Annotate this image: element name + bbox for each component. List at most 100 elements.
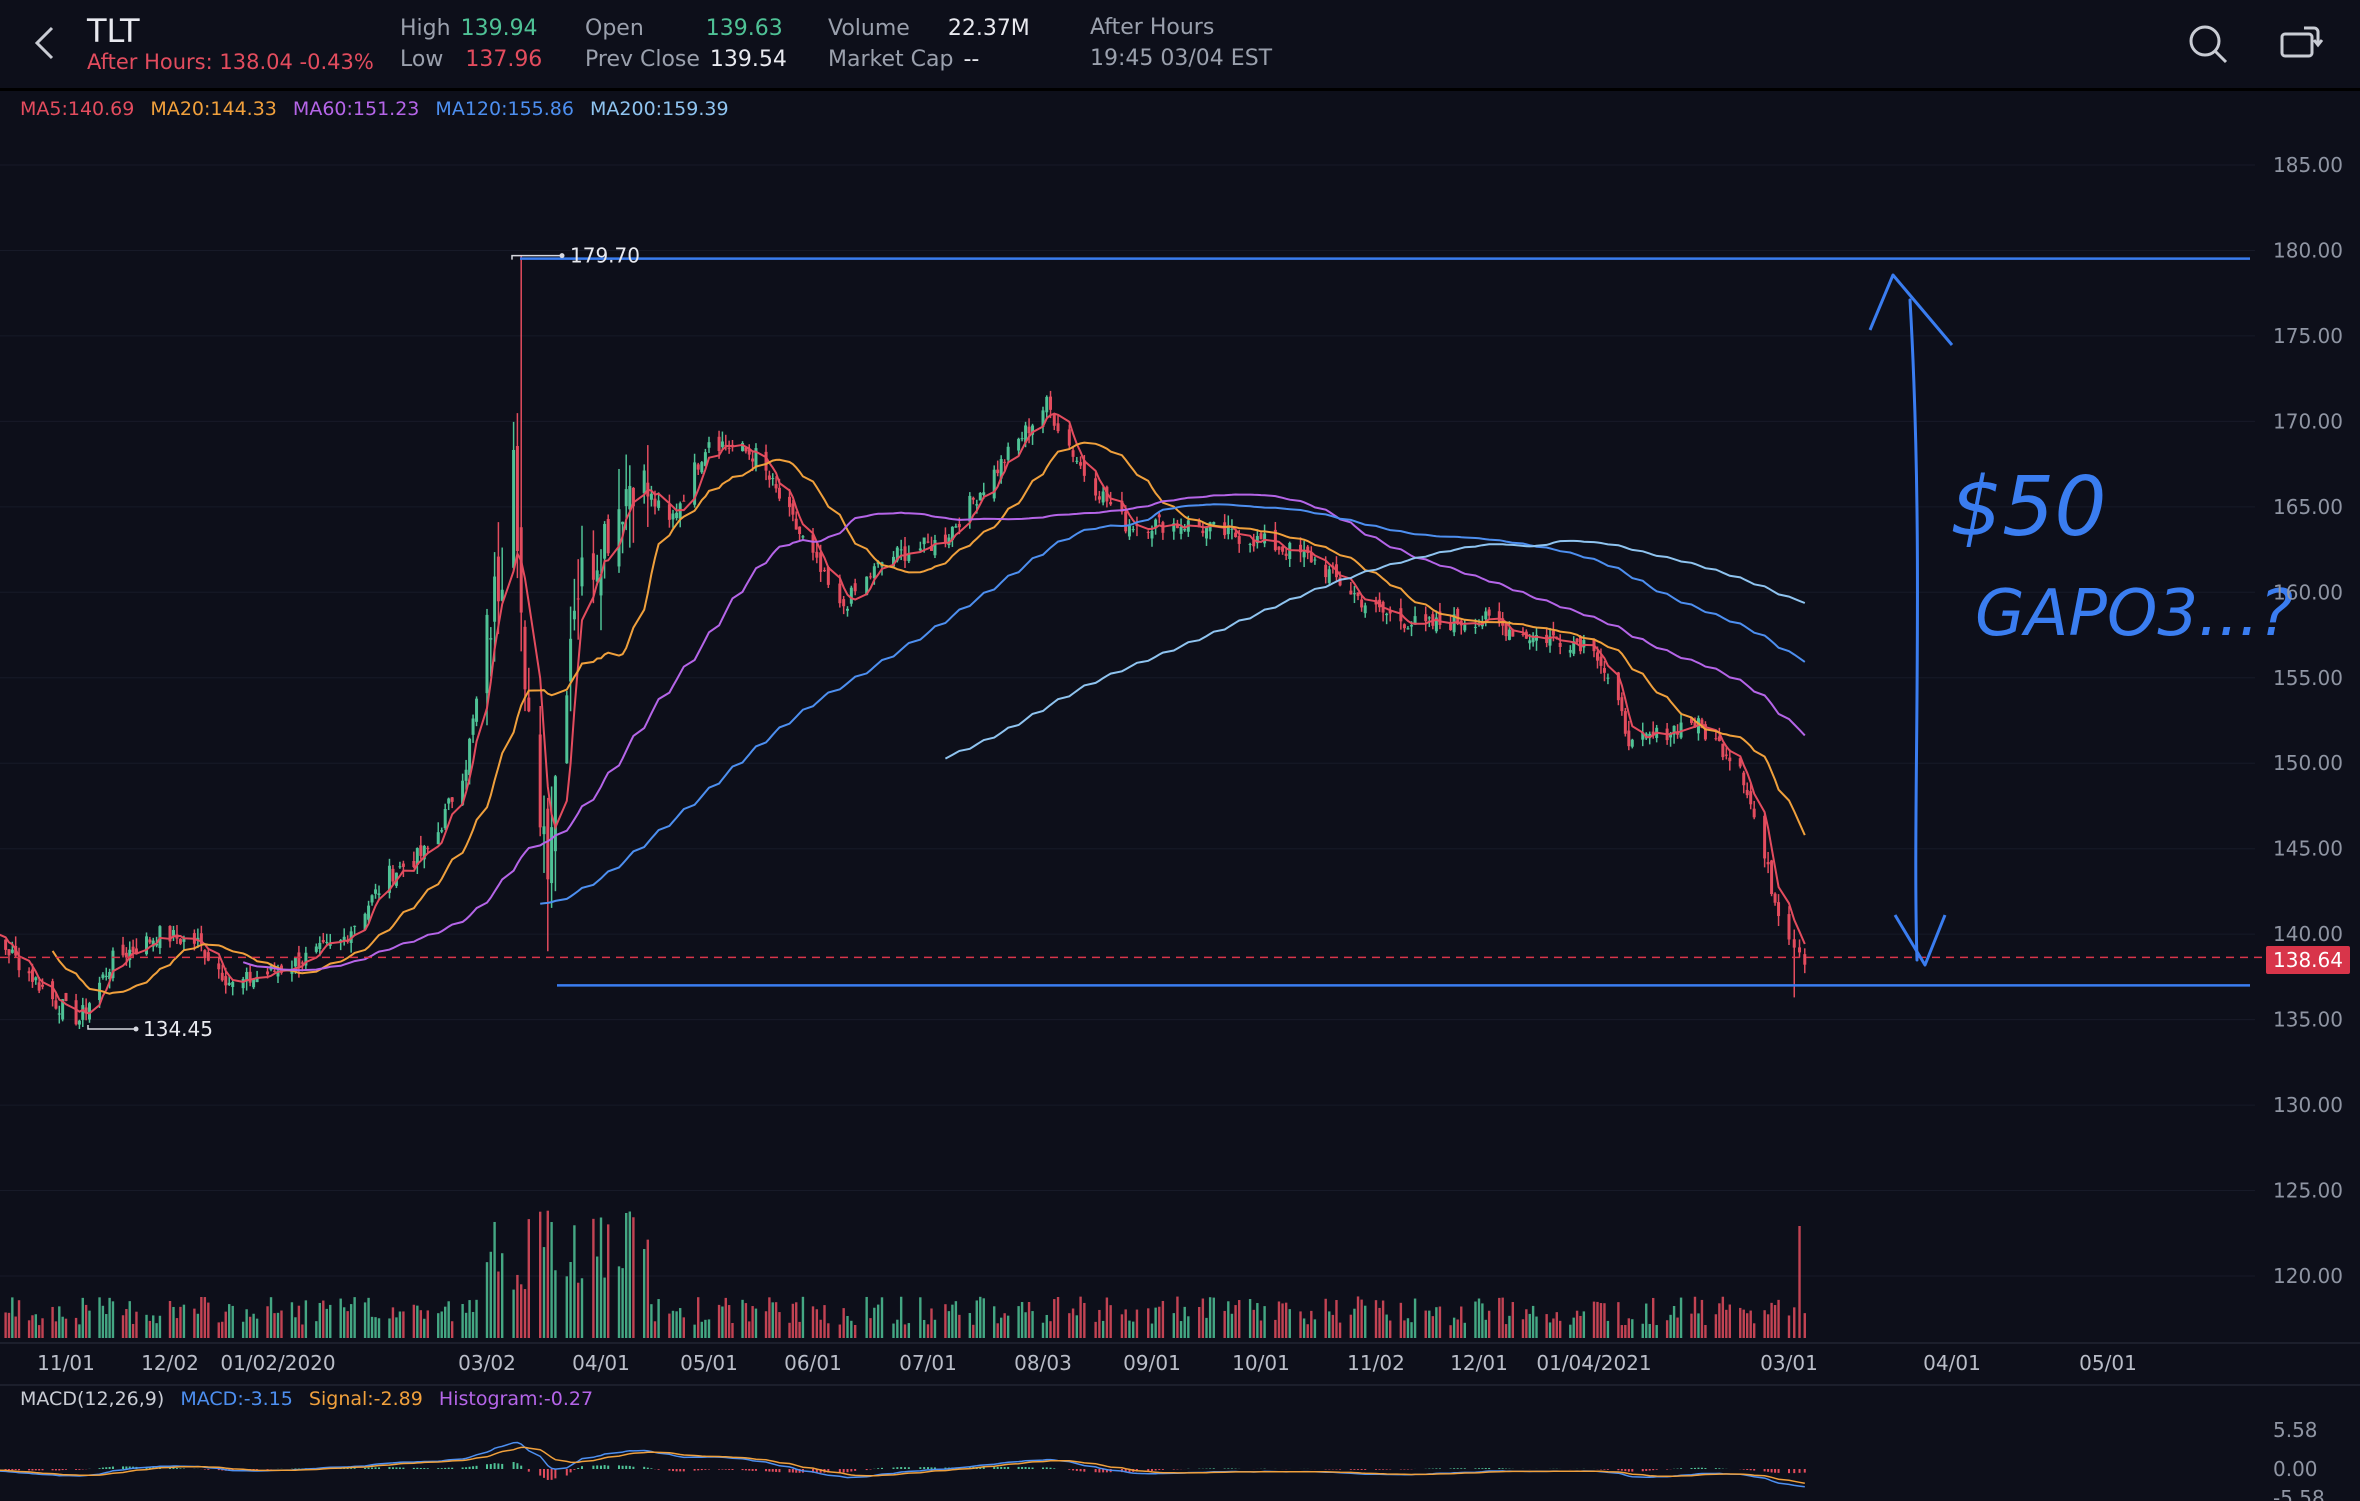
macd-histogram-bar: [621, 1465, 624, 1469]
candle-body: [87, 1003, 91, 1020]
macd-histogram-bar: [1105, 1469, 1108, 1473]
candle-body: [1027, 426, 1031, 434]
candle-body: [1201, 530, 1205, 534]
candle-body: [950, 526, 954, 541]
rotate-screen-button[interactable]: [2276, 20, 2324, 68]
volume-bar: [596, 1256, 599, 1338]
volume-bar: [592, 1218, 595, 1338]
volume-bar: [744, 1303, 748, 1338]
candle-body: [489, 638, 493, 640]
macd-histogram-bar: [993, 1466, 996, 1469]
volume-bar: [196, 1313, 200, 1338]
volume-bar: [1020, 1302, 1024, 1338]
candle-body: [1052, 413, 1056, 426]
volume-bar: [788, 1322, 791, 1338]
volume-bar: [603, 1277, 606, 1338]
candle-body: [922, 537, 926, 545]
volume-bar: [290, 1302, 294, 1338]
volume-bar: [679, 1308, 682, 1338]
candle-body: [720, 441, 724, 447]
volume-bar: [444, 1306, 447, 1338]
volume-bar: [398, 1311, 402, 1338]
volume-bar: [440, 1311, 443, 1338]
volume-bar: [741, 1299, 744, 1338]
volume-bar: [1693, 1296, 1697, 1338]
volume-bar: [1083, 1302, 1086, 1338]
candle-body: [628, 485, 632, 510]
macd-histogram-bar: [527, 1469, 530, 1472]
candle-body: [1230, 528, 1234, 530]
volume-bar: [628, 1211, 631, 1338]
macd-histogram-bar: [7, 1469, 10, 1471]
prev-close-value: 139.54: [709, 47, 787, 72]
macd-y-tick: 5.58: [2273, 1418, 2318, 1442]
candle-body: [1424, 614, 1428, 622]
macd-histogram-bar: [1620, 1469, 1623, 1471]
volume-bar: [1773, 1305, 1777, 1338]
candle-body: [903, 546, 907, 561]
candle-body: [1313, 559, 1317, 561]
candle-body: [849, 587, 853, 604]
macd-histogram-bar: [788, 1469, 791, 1473]
candle-body: [1205, 526, 1208, 539]
candle-body: [1385, 613, 1389, 616]
volume-bar: [1132, 1321, 1135, 1338]
candle-body: [1324, 564, 1328, 578]
volume-bar: [1579, 1315, 1582, 1338]
volume-bar: [958, 1314, 961, 1338]
volume-bar: [838, 1324, 842, 1338]
macd-histogram-bar: [461, 1467, 464, 1469]
volume-bar: [84, 1304, 88, 1338]
macd-histogram-bar: [1680, 1468, 1683, 1469]
volume-bar: [1798, 1226, 1801, 1338]
macd-histogram-bar: [175, 1468, 178, 1469]
volume-bar: [1665, 1320, 1669, 1338]
macd-histogram-bar: [1154, 1469, 1157, 1471]
candle-body: [1558, 642, 1562, 647]
search-button[interactable]: [2184, 20, 2232, 68]
volume-bar: [903, 1324, 907, 1338]
macd-histogram-bar: [592, 1465, 595, 1469]
candle-body: [1234, 532, 1238, 537]
macd-histogram-bar: [632, 1466, 635, 1469]
macd-histogram-bar: [846, 1469, 849, 1473]
volume-bar: [111, 1301, 115, 1338]
macd-histogram-bar: [1481, 1468, 1484, 1469]
volume-bar: [1234, 1305, 1237, 1338]
volume-value: 22.37M: [947, 16, 1030, 41]
volume-bar: [1053, 1299, 1056, 1338]
candle-body: [591, 553, 595, 580]
macd-histogram-bar: [771, 1469, 774, 1472]
candle-body: [1528, 640, 1532, 644]
candle-body: [1742, 772, 1746, 786]
volume-bar: [1227, 1301, 1230, 1338]
candle-body: [744, 447, 748, 452]
candle-body: [1511, 629, 1515, 637]
volume-bar: [252, 1313, 255, 1338]
macd-histogram-bar: [489, 1464, 492, 1469]
volume-bar: [516, 1274, 519, 1338]
back-button[interactable]: [22, 18, 66, 68]
high-stat: High 139.94: [400, 16, 538, 41]
volume-bar: [228, 1304, 231, 1338]
volume-bar: [74, 1317, 78, 1338]
volume-bar: [1631, 1319, 1634, 1338]
volume-bar: [922, 1319, 926, 1338]
candle-body: [419, 845, 423, 856]
volume-bar: [1569, 1324, 1572, 1338]
macd-histogram-bar: [169, 1467, 171, 1469]
candle-body: [801, 536, 805, 538]
candle-body: [1703, 724, 1707, 740]
candle-body: [27, 971, 31, 974]
volume-bar: [1349, 1314, 1353, 1338]
axis-layer: 185.00 180.00 175.00 170.00 165.00 160.00 155.…: [37, 153, 2343, 1375]
candle-body: [595, 570, 599, 582]
macd-histogram-bar: [1463, 1468, 1466, 1469]
macd-histogram-bar: [516, 1463, 519, 1469]
macd-histogram-bar: [444, 1467, 447, 1469]
volume-bar: [1521, 1319, 1525, 1338]
volume-layer: [4, 1210, 1806, 1338]
candle-body: [1672, 725, 1676, 735]
y-tick-label: 130.00: [2273, 1093, 2343, 1117]
